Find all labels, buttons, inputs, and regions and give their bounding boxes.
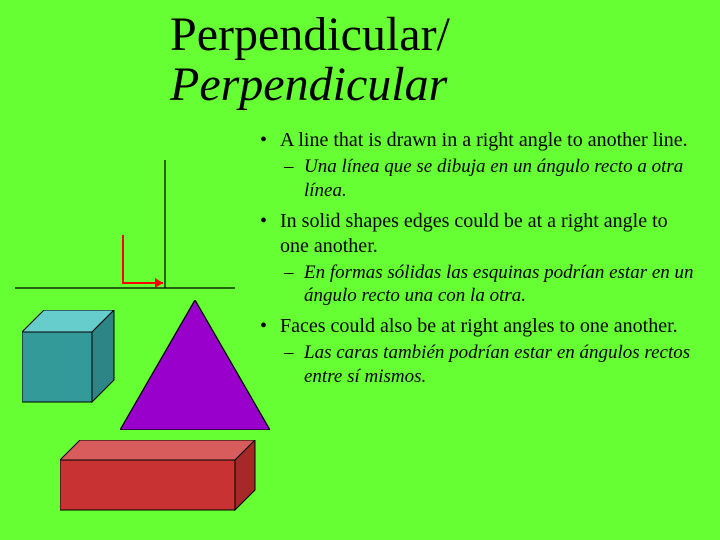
perpendicular-diagram	[15, 160, 245, 295]
prism-front	[60, 460, 235, 510]
definition-list: A line that is drawn in a right angle to…	[260, 128, 700, 395]
bullet-2-es: En formas sólidas las esquinas podrían e…	[260, 261, 700, 309]
bullet-3-es: Las caras también podrían estar en ángul…	[260, 341, 700, 389]
bullet-2: In solid shapes edges could be at a righ…	[260, 209, 700, 259]
title-line-1: Perpendicular/	[170, 10, 450, 60]
bullet-1: A line that is drawn in a right angle to…	[260, 128, 700, 153]
arrow-head	[155, 278, 163, 288]
bullet-3: Faces could also be at right angles to o…	[260, 314, 700, 339]
bullet-1-es: Una línea que se dibuja en un ángulo rec…	[260, 155, 700, 203]
right-angle-arrow	[123, 235, 163, 283]
title-line-2: Perpendicular	[170, 60, 450, 110]
triangle-shape	[120, 300, 270, 430]
title-block: Perpendicular/ Perpendicular	[170, 10, 450, 111]
prism-top	[60, 440, 255, 460]
cube-front	[22, 332, 92, 402]
rect-prism-shape	[60, 440, 270, 520]
cube-shape	[22, 310, 122, 410]
